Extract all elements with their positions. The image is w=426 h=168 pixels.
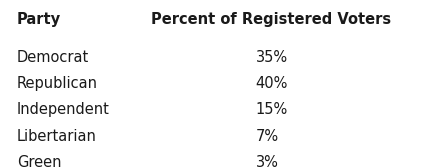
- Text: Independent: Independent: [17, 102, 110, 117]
- Text: Republican: Republican: [17, 76, 98, 91]
- Text: Democrat: Democrat: [17, 50, 89, 65]
- Text: 15%: 15%: [256, 102, 288, 117]
- Text: Libertarian: Libertarian: [17, 129, 97, 143]
- Text: Percent of Registered Voters: Percent of Registered Voters: [151, 12, 391, 27]
- Text: Green: Green: [17, 155, 61, 168]
- Text: 3%: 3%: [256, 155, 279, 168]
- Text: Party: Party: [17, 12, 61, 27]
- Text: 40%: 40%: [256, 76, 288, 91]
- Text: 35%: 35%: [256, 50, 288, 65]
- Text: 7%: 7%: [256, 129, 279, 143]
